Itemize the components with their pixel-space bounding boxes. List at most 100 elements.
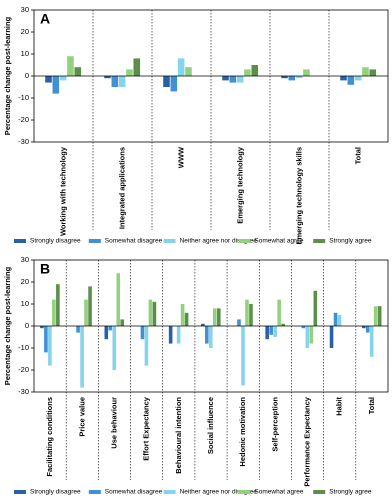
bar (56, 284, 60, 326)
legend-swatch (313, 239, 326, 243)
bar (148, 299, 153, 326)
bar (118, 76, 126, 87)
y-tick-label: -20 (18, 365, 29, 374)
bar (76, 326, 80, 333)
x-tick-label: Effort Expectancy (142, 396, 151, 461)
y-tick-label: 30 (21, 255, 29, 264)
bar (295, 76, 303, 79)
x-tick-label: Working with technology (58, 146, 67, 236)
legend-swatch (14, 490, 26, 494)
bar (313, 290, 318, 326)
bar (222, 76, 229, 81)
bar (369, 326, 374, 357)
x-tick-label: Habit (335, 396, 344, 415)
bar (67, 56, 74, 76)
bar (212, 308, 217, 326)
bar (80, 326, 84, 388)
bar (251, 65, 259, 76)
y-tick-label: -30 (18, 387, 29, 396)
bar (120, 319, 125, 326)
bar (216, 308, 221, 326)
legend-label: Strongly disagree (30, 238, 81, 245)
bar (168, 326, 173, 344)
bar (365, 326, 370, 333)
bar (133, 58, 141, 76)
bar (281, 323, 285, 326)
bar (176, 326, 181, 344)
x-tick-label: Performance Expectancy (303, 396, 312, 486)
bar (229, 76, 237, 83)
legend-label: Somewhat disagree (105, 489, 163, 496)
bar (140, 326, 145, 340)
x-tick-label: Hedonic motivation (238, 397, 247, 467)
bar (185, 67, 192, 76)
bar (108, 326, 113, 331)
bar (337, 315, 342, 326)
y-axis-label: Percentage change post-learning (3, 266, 12, 385)
bar (180, 304, 185, 326)
bar (244, 69, 251, 76)
panel-label: A (40, 11, 50, 27)
x-tick-label: Social influence (206, 397, 215, 454)
legend-label: Somewhat agree (254, 238, 304, 245)
bar (126, 69, 133, 76)
legend-label: Neither agree nor disagree (180, 489, 258, 496)
bar (265, 326, 269, 340)
bar (205, 326, 209, 344)
x-tick-label: Integrated applications (117, 147, 126, 229)
legend-label: Somewhat disagree (105, 238, 163, 245)
bar (329, 326, 334, 348)
bar (281, 76, 288, 79)
y-tick-label: 30 (21, 5, 29, 14)
legend-label: Strongly agree (329, 489, 372, 496)
x-tick-label: Use behaviour (109, 397, 118, 449)
bar (104, 326, 109, 340)
bar (309, 326, 314, 344)
bar (273, 326, 277, 337)
legend-label: Somewhat agree (254, 489, 304, 496)
legend-label: Neither agree nor disagree (180, 238, 258, 245)
bar (52, 299, 56, 326)
y-tick-label: -10 (18, 343, 29, 352)
bar (52, 76, 60, 94)
bar (209, 326, 213, 348)
bar (301, 326, 306, 329)
y-tick-label: 10 (21, 49, 29, 58)
legend-label: Strongly disagree (30, 489, 81, 496)
panel-label: B (40, 261, 50, 277)
x-tick-label: Facilitating conditions (45, 397, 54, 477)
bar (111, 76, 119, 87)
x-tick-label: Self-perception (270, 397, 279, 452)
y-tick-label: 10 (21, 299, 29, 308)
bar (362, 67, 369, 76)
x-tick-label: Behavioural intention (174, 397, 183, 474)
bar (184, 312, 189, 326)
legend-swatch (88, 490, 101, 494)
bar (269, 326, 273, 335)
bar (277, 299, 281, 326)
bar (333, 312, 338, 326)
bar (59, 76, 67, 81)
bar (303, 69, 310, 76)
bar (88, 286, 92, 326)
y-tick-label: 20 (21, 27, 29, 36)
bar (377, 306, 382, 326)
legend-label: Strongly agree (329, 238, 372, 245)
y-axis-label: Percentage change post-learning (3, 16, 12, 135)
x-tick-label: Emerging technology skills (294, 147, 303, 245)
bar (112, 326, 117, 370)
legend-swatch (88, 239, 101, 243)
legend-swatch (238, 239, 251, 243)
bar (201, 323, 205, 326)
bar (354, 76, 362, 81)
bar (40, 326, 44, 329)
bar (170, 76, 178, 92)
bar (84, 299, 88, 326)
bar (163, 76, 170, 87)
y-tick-label: -30 (18, 137, 29, 146)
y-tick-label: -20 (18, 115, 29, 124)
x-tick-label: Emerging technology (235, 146, 244, 224)
bar (305, 326, 310, 348)
bar (373, 306, 378, 326)
